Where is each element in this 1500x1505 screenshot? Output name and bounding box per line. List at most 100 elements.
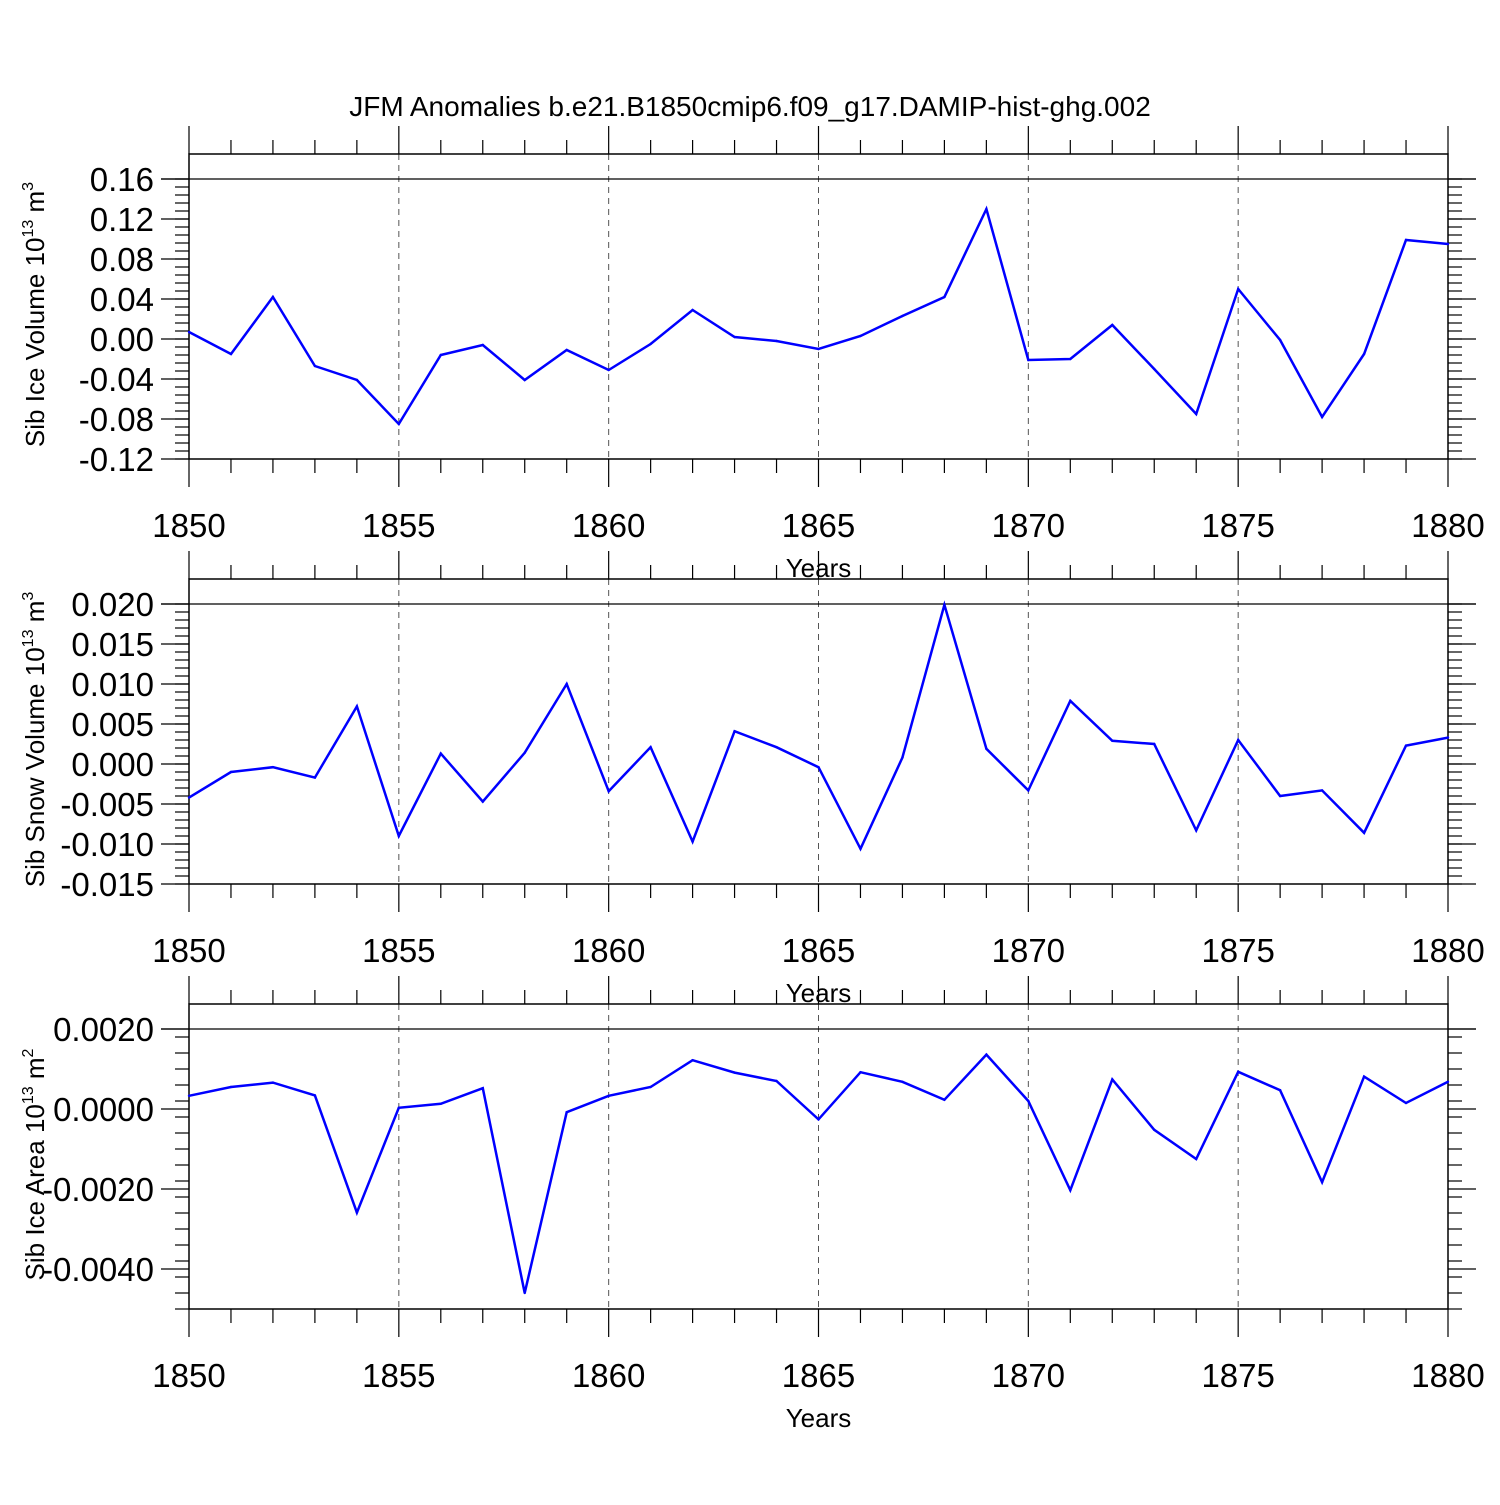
y-tick-label: 0.12 xyxy=(90,201,154,238)
data-point xyxy=(523,378,526,382)
data-point xyxy=(271,766,275,769)
data-point xyxy=(313,776,317,779)
data-point xyxy=(1111,739,1114,742)
data-point xyxy=(1236,1070,1240,1074)
data-point xyxy=(1236,287,1240,291)
x-tick-label: 1860 xyxy=(572,1357,645,1394)
x-tick-label: 1865 xyxy=(782,507,855,544)
data-point xyxy=(397,834,401,838)
data-point xyxy=(733,730,736,733)
y-tick-label: 0.0020 xyxy=(53,1011,154,1048)
data-point xyxy=(187,1094,191,1098)
data-point xyxy=(607,368,610,372)
data-point xyxy=(229,1085,233,1089)
y-tick-label: 0.010 xyxy=(71,666,154,703)
x-tick-label: 1870 xyxy=(992,1357,1065,1394)
panels: -0.12-0.08-0.040.000.040.080.120.16 1850 1… xyxy=(20,126,1485,1433)
x-tick-label: 1870 xyxy=(992,932,1065,969)
data-point xyxy=(775,746,778,749)
x-tick-label: 1855 xyxy=(362,507,435,544)
data-point xyxy=(565,348,568,352)
data-point xyxy=(1446,242,1450,246)
data-point xyxy=(943,603,946,606)
y-axis-label-unit-exp: 3 xyxy=(20,592,37,601)
x-tick-label: 1850 xyxy=(152,1357,225,1394)
data-point xyxy=(1153,1128,1156,1132)
data-point xyxy=(1446,1080,1450,1084)
y-tick-label: 0.0000 xyxy=(53,1091,154,1128)
data-point xyxy=(733,1071,736,1074)
y-tick-label: -0.12 xyxy=(79,441,154,478)
x-tick-label: 1850 xyxy=(152,932,225,969)
x-tick-label: 1880 xyxy=(1411,932,1484,969)
data-point xyxy=(901,1080,904,1084)
data-point xyxy=(985,1053,988,1056)
data-point xyxy=(1404,238,1408,242)
panel-2: -0.015-0.010-0.0050.0000.0050.0100.0150.… xyxy=(20,551,1485,1008)
y-tick-label: 0.000 xyxy=(71,746,154,783)
data-point xyxy=(313,364,317,368)
data-point xyxy=(691,840,694,843)
y-tick-label: 0.08 xyxy=(90,241,154,278)
y-tick-label: 0.16 xyxy=(90,161,154,198)
x-tick-label: 1875 xyxy=(1201,507,1274,544)
data-point xyxy=(1278,338,1282,342)
data-point xyxy=(817,347,820,351)
data-point xyxy=(1278,1089,1282,1092)
y-axis-label-unit-exp: 2 xyxy=(20,1048,37,1057)
data-point xyxy=(229,770,233,774)
x-tick-label: 1865 xyxy=(782,1357,855,1394)
data-point xyxy=(733,335,736,339)
y-tick-label: 0.04 xyxy=(90,281,154,318)
y-axis-label: Sib Ice Area 1013 m2 xyxy=(20,1048,50,1280)
x-tick-label: 1870 xyxy=(992,507,1065,544)
data-point xyxy=(565,1111,568,1114)
y-axis-label-unit: m xyxy=(20,1057,50,1086)
data-point xyxy=(1236,738,1240,742)
data-point xyxy=(817,766,820,769)
data-point xyxy=(901,756,904,759)
y-axis-label-exp: 13 xyxy=(20,1086,37,1104)
data-point xyxy=(775,339,778,343)
data-point xyxy=(481,343,484,347)
x-tick-label: 1875 xyxy=(1201,1357,1274,1394)
x-tick-label: 1855 xyxy=(362,932,435,969)
data-point xyxy=(1069,699,1072,702)
data-point xyxy=(397,422,401,426)
data-point xyxy=(1195,1157,1198,1161)
y-axis-label-main: Sib Snow Volume 10 xyxy=(20,647,50,887)
y-axis-label-unit: m xyxy=(20,601,50,630)
data-point xyxy=(901,314,904,318)
y-axis-label-unit-exp: 3 xyxy=(20,182,37,191)
data-point xyxy=(859,334,862,338)
data-point xyxy=(649,746,652,749)
y-axis-label-unit: m xyxy=(20,191,50,220)
data-point xyxy=(1153,367,1156,371)
y-tick-label: 0.00 xyxy=(90,321,154,358)
y-axis-label-main: Sib Ice Area 10 xyxy=(20,1104,50,1280)
data-point xyxy=(481,1087,484,1090)
figure-title: JFM Anomalies b.e21.B1850cmip6.f09_g17.D… xyxy=(349,91,1151,122)
y-tick-label: -0.005 xyxy=(60,786,154,823)
data-point xyxy=(1320,789,1324,792)
data-point xyxy=(985,207,988,211)
data-point xyxy=(943,1098,946,1102)
data-point xyxy=(187,330,191,334)
series-line xyxy=(188,205,1449,427)
data-point xyxy=(1153,742,1156,746)
y-tick-label: 0.015 xyxy=(71,626,154,663)
data-point xyxy=(271,295,275,299)
data-point xyxy=(817,1118,820,1121)
y-axis-label: Sib Ice Volume 1013 m3 xyxy=(20,182,50,447)
data-point xyxy=(355,1211,359,1214)
panel-1: -0.12-0.08-0.040.000.040.080.120.16 1850 1… xyxy=(20,126,1485,583)
x-tick-label: 1850 xyxy=(152,507,225,544)
data-point xyxy=(1069,1189,1072,1192)
data-point xyxy=(1027,358,1030,362)
data-point xyxy=(1320,1181,1324,1184)
x-tick-label: 1875 xyxy=(1201,932,1274,969)
y-tick-label: -0.010 xyxy=(60,826,154,863)
data-point xyxy=(1404,1101,1408,1105)
